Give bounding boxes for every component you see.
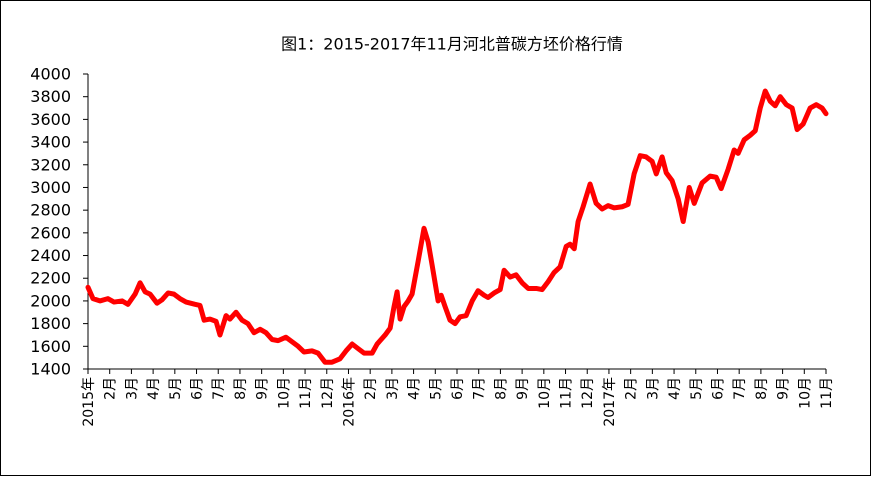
x-tick-label: 11月	[819, 377, 835, 409]
x-tick-label: 7月	[211, 377, 227, 400]
plot-area: 1400 1600 1800 2000 2200 2400 2600 2800 3000 3200…	[30, 65, 835, 427]
x-tick-label: 9月	[515, 377, 531, 400]
x-tick-label: 2月	[624, 377, 640, 400]
y-tick-label: 1400	[30, 360, 71, 379]
x-tick-label: 4月	[407, 377, 423, 400]
x-tick-label: 2月	[103, 377, 119, 400]
x-tick-label: 12月	[320, 377, 336, 409]
x-tick-label: 9月	[255, 377, 271, 400]
x-tick-label: 4月	[667, 377, 683, 400]
x-tick-label: 9月	[776, 377, 792, 400]
x-tick-label: 11月	[559, 377, 575, 409]
x-tick-label: 3月	[385, 377, 401, 400]
x-tick-label: 6月	[710, 377, 726, 400]
x-tick-label: 5月	[428, 377, 444, 400]
x-tick-label: 10月	[276, 377, 292, 409]
y-tick-label: 2600	[30, 223, 71, 242]
x-tick-label: 6月	[190, 377, 206, 400]
y-tick-label: 3600	[30, 110, 71, 129]
x-tick-label: 5月	[168, 377, 184, 400]
x-tick-label: 12月	[580, 377, 596, 409]
x-tick-label: 3月	[124, 377, 140, 400]
x-tick-label: 7月	[732, 377, 748, 400]
y-tick-label: 2200	[30, 269, 71, 288]
price-line	[85, 88, 829, 365]
x-tick-label: 2015年	[81, 377, 97, 427]
x-tick-label: 10月	[797, 377, 813, 409]
x-tick-label: 2017年	[602, 377, 618, 427]
x-tick-label: 2016年	[341, 377, 357, 427]
x-tick-label: 3月	[645, 377, 661, 400]
x-tick-label: 5月	[689, 377, 705, 400]
y-tick-label: 1600	[30, 337, 71, 356]
x-tick-label: 6月	[450, 377, 466, 400]
x-tick-label: 11月	[298, 377, 314, 409]
x-tick-label: 8月	[493, 377, 509, 400]
x-tick-label: 7月	[472, 377, 488, 400]
y-tick-label: 2800	[30, 201, 71, 220]
y-tick-label: 1800	[30, 314, 71, 333]
y-tick-label: 3400	[30, 133, 71, 152]
x-tick-label: 10月	[537, 377, 553, 409]
y-tick-label: 2000	[30, 291, 71, 310]
y-tick-label: 3200	[30, 155, 71, 174]
x-tick-label: 4月	[146, 377, 162, 400]
chart-title: 图1：2015-2017年11月河北普碳方坯价格行情	[281, 35, 623, 54]
y-tick-label: 3800	[30, 87, 71, 106]
x-tick-label: 8月	[754, 377, 770, 400]
x-tick-label: 2月	[363, 377, 379, 400]
y-tick-label: 2400	[30, 246, 71, 265]
y-tick-label: 4000	[30, 65, 71, 84]
y-tick-label: 3000	[30, 178, 71, 197]
x-tick-label: 8月	[233, 377, 249, 400]
